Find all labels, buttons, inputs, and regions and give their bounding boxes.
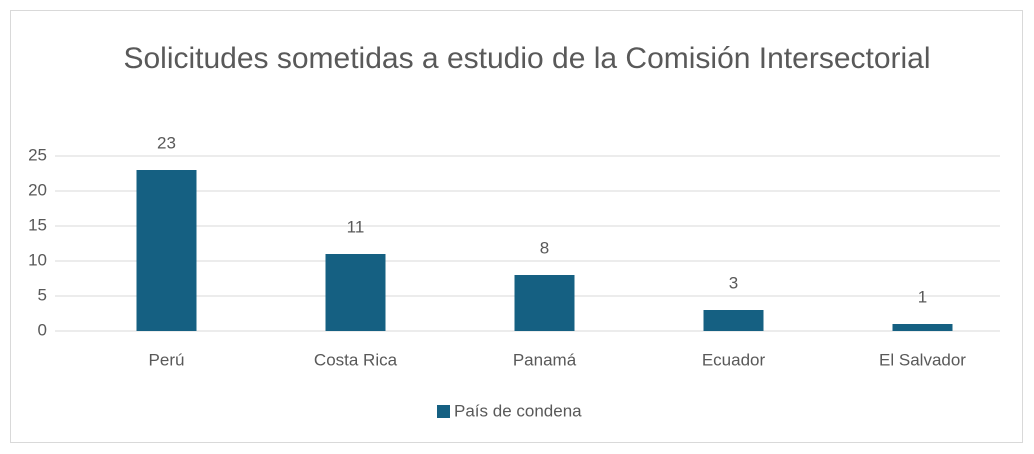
legend-swatch bbox=[437, 405, 450, 418]
legend-label: País de condena bbox=[454, 401, 582, 420]
y-tick-label: 25 bbox=[28, 145, 47, 164]
data-label: 11 bbox=[347, 217, 365, 236]
chart-frame bbox=[10, 10, 1023, 443]
data-label: 1 bbox=[918, 287, 927, 306]
data-label: 3 bbox=[729, 273, 738, 292]
x-tick-label: Costa Rica bbox=[314, 350, 398, 369]
x-tick-label: Perú bbox=[149, 350, 185, 369]
bar bbox=[703, 310, 764, 331]
data-label: 23 bbox=[157, 133, 176, 152]
data-label: 8 bbox=[540, 238, 549, 257]
y-tick-label: 10 bbox=[28, 250, 47, 269]
y-tick-label: 15 bbox=[28, 215, 47, 234]
y-tick-label: 5 bbox=[38, 285, 47, 304]
bar bbox=[514, 275, 575, 331]
x-tick-label: El Salvador bbox=[879, 350, 966, 369]
bar bbox=[892, 324, 953, 331]
x-tick-label: Panamá bbox=[513, 350, 577, 369]
bar bbox=[325, 254, 386, 331]
chart-title: Solicitudes sometidas a estudio de la Co… bbox=[123, 42, 931, 75]
bar bbox=[136, 170, 197, 331]
x-tick-label: Ecuador bbox=[702, 350, 766, 369]
y-tick-label: 0 bbox=[38, 320, 47, 339]
y-tick-label: 20 bbox=[28, 180, 47, 199]
